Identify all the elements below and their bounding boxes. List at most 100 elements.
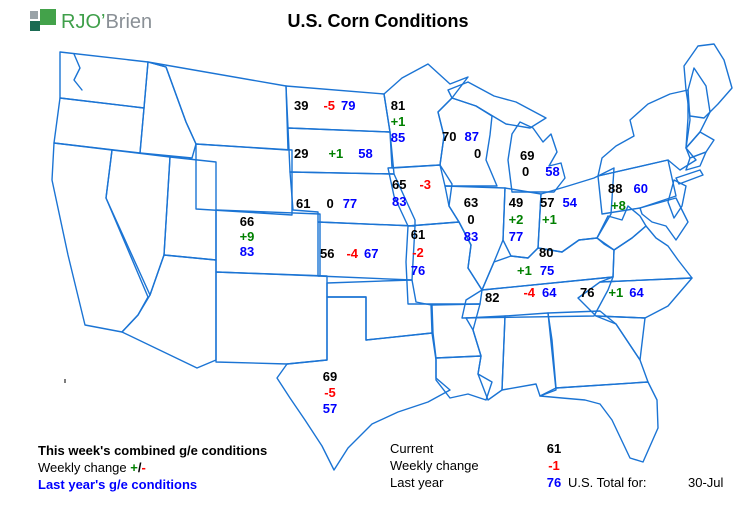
legend-plus-sign: +: [130, 460, 138, 475]
us-summary: Current 61 Weekly change -1 Last year 76: [390, 440, 568, 491]
summary-row-current: Current 61: [390, 440, 568, 457]
state-shape-mt: [147, 61, 289, 151]
state-KS-chg-value: -4: [346, 246, 359, 261]
state-shape-nj: [667, 179, 687, 219]
state-label-PA: 88 60 +8: [608, 180, 648, 214]
us-total-label: U.S. Total for:: [568, 475, 647, 490]
state-label-NE: 61 0 77: [296, 196, 357, 212]
state-SD-chg-value: +1: [328, 146, 344, 161]
state-IN-ly-value: 77: [508, 229, 524, 244]
state-MO-cur-value: 61: [410, 227, 426, 242]
state-OH-cur-value: 57: [540, 195, 555, 210]
state-WI-chg-value: 0: [474, 146, 482, 161]
state-label-TN: 82 -4 64: [485, 285, 557, 305]
state-MN-cur-value: 81: [390, 98, 406, 113]
state-PA-ly-value: 60: [633, 181, 648, 196]
state-shape-mi: [507, 121, 566, 193]
state-label-NC: 76 +1 64: [580, 285, 644, 301]
state-label-IL: 63 0 83: [457, 194, 485, 245]
state-WI-cur-value: 70: [442, 129, 457, 144]
state-label-ND: 39 -5 79: [294, 98, 356, 114]
state-shape-ma: [685, 131, 715, 159]
legend-weekly-change-text: Weekly change: [38, 460, 131, 475]
legend-weekly-change-line: Weekly change +/-: [38, 459, 267, 476]
state-PA-cur-value: 88: [608, 181, 623, 196]
state-shape-id: [139, 61, 197, 159]
state-MO-ly-value: 76: [410, 263, 426, 278]
state-IL-chg-value: 0: [467, 212, 475, 227]
summary-weekly-change-value: -1: [548, 458, 560, 473]
state-shape-co: [215, 209, 321, 277]
logo-apostrophe: ’: [101, 10, 106, 33]
summary-last-year-value: 76: [546, 475, 562, 490]
rjo-brien-logo-text: RJO’Brien: [61, 11, 152, 34]
state-KY-ly-value: 75: [539, 263, 555, 278]
state-shape-fl: [539, 381, 659, 463]
state-IN-chg-value: +2: [508, 212, 524, 227]
legend-current-line: This week's combined g/e conditions: [38, 443, 268, 458]
state-label-SD: 29 +1 58: [294, 146, 373, 162]
state-shape-md-de: [639, 197, 689, 241]
long-island-shape: [675, 169, 704, 185]
state-label-IA: 65 -3 83: [392, 176, 431, 210]
state-KY-chg-value: +1: [517, 263, 532, 278]
state-SD-cur-value: 29: [294, 146, 309, 161]
summary-current-value: 61: [546, 441, 562, 456]
rjo-brien-logo-icon: [30, 9, 56, 35]
state-TN-ly-value: 64: [542, 285, 557, 300]
state-shape-nm: [215, 271, 328, 365]
rjo-brien-logo: RJO’Brien: [30, 8, 152, 36]
summary-current-label: Current: [390, 441, 434, 456]
state-shape-ok: [326, 279, 433, 341]
state-shape-sc: [595, 315, 646, 361]
state-shape-wv: [596, 205, 647, 251]
state-shape-mi-upper: [447, 81, 547, 129]
state-ND-cur-value: 39: [294, 98, 309, 113]
state-PA-chg-value: +8: [611, 198, 626, 213]
state-label-KY: 80 +1 75: [517, 244, 554, 280]
state-label-TX: 69 -5 57: [316, 369, 344, 417]
state-MI-ly-value: 58: [545, 164, 560, 179]
state-MN-chg-value: +1: [390, 114, 406, 129]
state-KS-cur-value: 56: [320, 246, 335, 261]
state-IA-chg-value: -3: [419, 177, 432, 192]
state-shape-az: [121, 254, 217, 369]
logo-brand2: Brien: [105, 10, 153, 33]
state-shape-vt-nh: [685, 67, 711, 149]
state-IL-cur-value: 63: [463, 195, 479, 210]
page-title: U.S. Corn Conditions: [287, 11, 469, 31]
state-MN-ly-value: 85: [390, 130, 406, 145]
state-CO-chg-value: +9: [239, 229, 255, 244]
state-TX-ly-value: 57: [322, 401, 338, 416]
state-NC-ly-value: 64: [629, 285, 644, 300]
legend-minus-sign: -: [141, 460, 146, 475]
state-shape-ms: [465, 315, 506, 401]
state-shape-va: [599, 225, 693, 283]
map-artifact-dot: [64, 379, 66, 383]
state-MI-chg-value: 0: [522, 164, 530, 179]
state-IN-cur-value: 49: [508, 195, 524, 210]
state-SD-ly-value: 58: [358, 146, 373, 161]
logo-brand: RJO: [61, 10, 101, 33]
state-NE-ly-value: 77: [342, 196, 358, 211]
state-NC-cur-value: 76: [580, 285, 595, 300]
state-MO-chg-value: -2: [412, 245, 424, 260]
state-shape-ut: [163, 156, 217, 261]
state-label-WI: 70 87 0: [442, 128, 481, 162]
legend-last-year-line: Last year's g/e conditions: [38, 477, 198, 492]
legend: This week's combined g/e conditions Week…: [38, 442, 267, 493]
state-OH-chg-value: +1: [542, 212, 557, 227]
legend-slash: /: [137, 460, 142, 475]
state-IA-ly-value: 83: [392, 194, 407, 209]
state-shape-me: [683, 43, 733, 119]
state-OH-ly-value: 54: [562, 195, 577, 210]
state-label-MN: 81 +1 85: [384, 98, 412, 146]
state-CO-cur-value: 66: [239, 214, 255, 229]
state-NE-chg-value: 0: [326, 196, 334, 211]
summary-weekly-change-label: Weekly change: [390, 458, 479, 473]
puget-sound-line: [73, 53, 83, 91]
state-WI-ly-value: 87: [464, 129, 479, 144]
state-ND-chg-value: -5: [323, 98, 336, 113]
